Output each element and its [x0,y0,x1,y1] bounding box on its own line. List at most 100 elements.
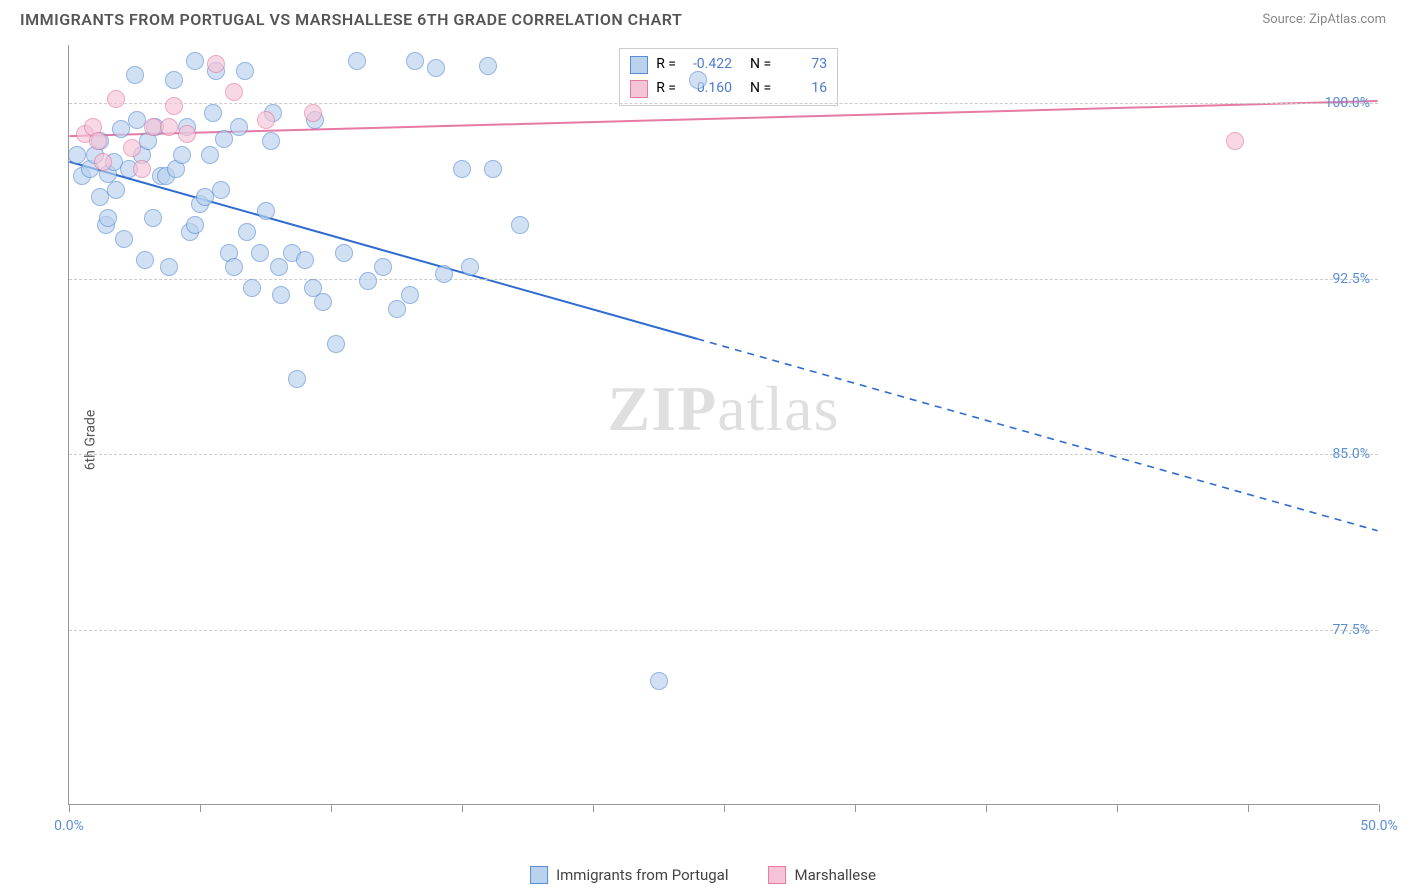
x-tick [724,804,725,812]
legend-row-portugal: R =-0.422N =73 [630,53,827,77]
data-point-portugal [296,251,314,269]
data-point-portugal [99,209,117,227]
data-point-portugal [262,132,280,150]
legend-swatch [630,56,648,74]
data-point-portugal [251,244,269,262]
legend-n-label: N = [750,77,771,101]
data-point-portugal [401,286,419,304]
data-point-portugal [204,104,222,122]
header: IMMIGRANTS FROM PORTUGAL VS MARSHALLESE … [0,0,1406,34]
x-tick [200,804,201,812]
data-point-portugal [243,279,261,297]
legend-r-label: R = [656,53,676,77]
source-name: ZipAtlas.com [1309,12,1386,27]
data-point-portugal [270,258,288,276]
data-point-portugal [327,335,345,353]
data-point-portugal [230,118,248,136]
data-point-portugal [453,160,471,178]
data-point-marshallese [89,132,107,150]
data-point-portugal [160,258,178,276]
x-tick [69,804,70,812]
legend-n-label: N = [750,53,771,77]
data-point-portugal [288,370,306,388]
data-point-marshallese [107,90,125,108]
data-point-portugal [212,181,230,199]
data-point-portugal [388,300,406,318]
data-point-portugal [511,216,529,234]
regression-line-portugal [69,162,697,339]
data-point-portugal [406,52,424,70]
data-point-marshallese [94,153,112,171]
data-point-portugal [136,251,154,269]
data-point-portugal [186,52,204,70]
data-point-portugal [314,293,332,311]
legend-label: Immigrants from Portugal [556,866,728,884]
legend-n-value: 73 [779,53,827,77]
data-point-portugal [144,209,162,227]
data-point-portugal [335,244,353,262]
data-point-portugal [115,230,133,248]
chart-container: 6th Grade ZIPatlas R =-0.422N =73R =0.16… [50,45,1390,835]
data-point-marshallese [225,83,243,101]
data-point-portugal [689,71,707,89]
legend-label: Marshallese [794,866,875,884]
plot-area: ZIPatlas R =-0.422N =73R =0.160N =16 100… [68,45,1378,805]
data-point-portugal [359,272,377,290]
x-tick [593,804,594,812]
series-legend: Immigrants from Portugal Marshallese [530,866,876,884]
data-point-portugal [215,130,233,148]
data-point-portugal [374,258,392,276]
data-point-portugal [186,216,204,234]
legend-item-portugal: Immigrants from Portugal [530,866,728,884]
data-point-portugal [435,265,453,283]
x-tick [1117,804,1118,812]
data-point-portugal [272,286,290,304]
correlation-legend: R =-0.422N =73R =0.160N =16 [619,48,838,106]
data-point-portugal [650,672,668,690]
data-point-portugal [173,146,191,164]
data-point-portugal [257,202,275,220]
legend-swatch [530,866,548,884]
plot-svg [69,45,1378,804]
x-tick-label: 0.0% [54,818,84,834]
data-point-marshallese [207,55,225,73]
data-point-portugal [479,57,497,75]
source-attribution: Source: ZipAtlas.com [1262,12,1386,27]
data-point-portugal [236,62,254,80]
x-tick-label: 50.0% [1360,818,1398,834]
x-tick [1248,804,1249,812]
legend-swatch [630,80,648,98]
data-point-portugal [427,59,445,77]
x-tick [986,804,987,812]
gridline-h [69,630,1378,631]
data-point-marshallese [165,97,183,115]
data-point-marshallese [304,104,322,122]
data-point-portugal [461,258,479,276]
y-tick-label: 92.5% [1332,271,1370,287]
legend-n-value: 16 [779,77,827,101]
data-point-marshallese [123,139,141,157]
gridline-h [69,279,1378,280]
data-point-portugal [126,66,144,84]
data-point-portugal [238,223,256,241]
y-tick-label: 100.0% [1325,95,1370,111]
gridline-h [69,103,1378,104]
gridline-h [69,454,1378,455]
data-point-marshallese [1226,132,1244,150]
legend-row-marshallese: R =0.160N =16 [630,77,827,101]
source-prefix: Source: [1262,12,1309,27]
x-tick [855,804,856,812]
data-point-marshallese [178,125,196,143]
legend-swatch [768,866,786,884]
data-point-portugal [484,160,502,178]
data-point-portugal [165,71,183,89]
regression-line-dashed-portugal [697,339,1377,531]
legend-item-marshallese: Marshallese [768,866,875,884]
y-tick-label: 77.5% [1332,622,1370,638]
chart-title: IMMIGRANTS FROM PORTUGAL VS MARSHALLESE … [20,10,682,29]
data-point-portugal [201,146,219,164]
data-point-marshallese [257,111,275,129]
data-point-portugal [348,52,366,70]
data-point-marshallese [160,118,178,136]
data-point-marshallese [133,160,151,178]
